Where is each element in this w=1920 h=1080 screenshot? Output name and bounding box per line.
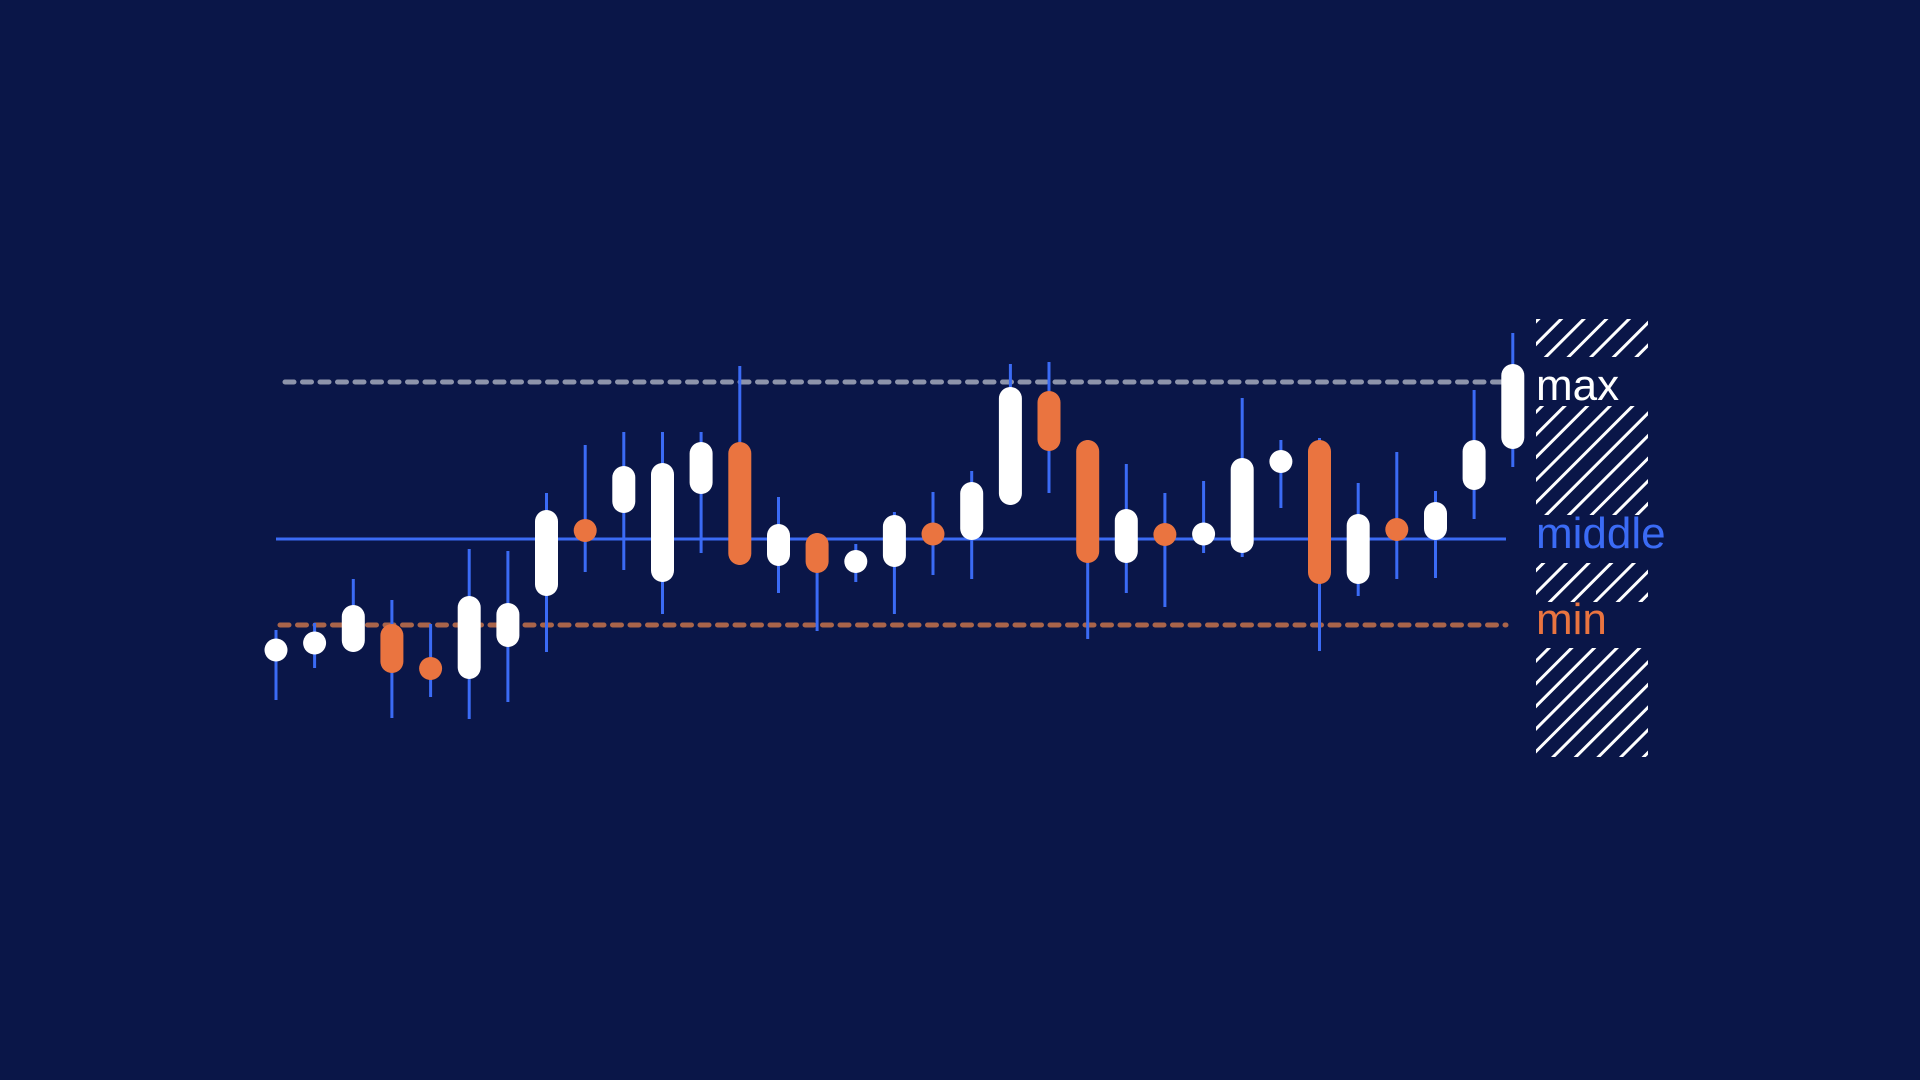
svg-text:middle: middle: [1536, 509, 1666, 558]
svg-text:min: min: [1536, 595, 1607, 644]
svg-text:max: max: [1536, 361, 1619, 410]
